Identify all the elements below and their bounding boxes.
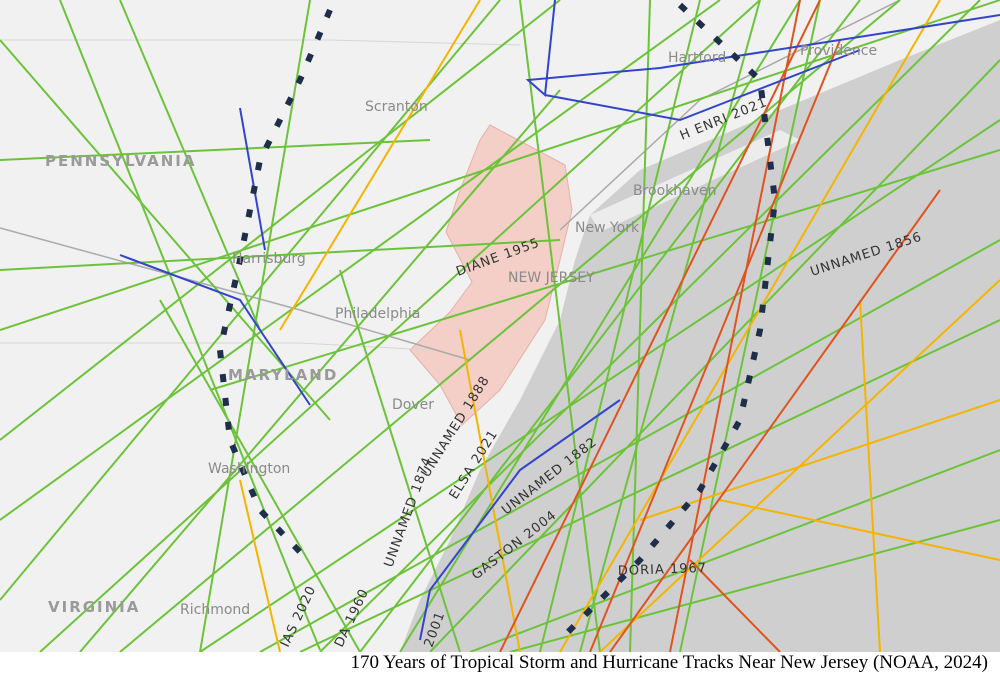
- place-label: MARYLAND: [228, 366, 338, 384]
- red-tracks: [499, 0, 941, 653]
- place-label: Hartford: [668, 50, 726, 66]
- map: PENNSYLVANIA Scranton Harrisburg Philade…: [0, 0, 1000, 653]
- place-label: VIRGINIA: [48, 598, 140, 616]
- place-label: Philadelphia: [335, 306, 420, 322]
- place-label: Richmond: [180, 602, 250, 618]
- border: [0, 342, 431, 351]
- place-label: Scranton: [365, 99, 428, 115]
- green-tracks: [0, 0, 1000, 653]
- place-label: Dover: [392, 397, 434, 413]
- orange-tracks: [239, 0, 1000, 653]
- place-label: New York: [575, 220, 640, 236]
- place-label: PENNSYLVANIA: [45, 152, 196, 170]
- dashed-track: [216, 8, 333, 555]
- caption: 170 Years of Tropical Storm and Hurrican…: [350, 652, 988, 673]
- place-label: Harrisburg: [232, 251, 306, 267]
- place-label: Washington: [208, 461, 290, 477]
- long-island: [590, 130, 800, 232]
- ocean: [400, 20, 1000, 652]
- border: [0, 39, 521, 46]
- place-label: NEW JERSEY: [508, 270, 595, 286]
- place-label: Providence: [800, 43, 877, 59]
- storm-label: DORIA 1967: [618, 561, 708, 579]
- road: [0, 227, 471, 361]
- blue-tracks: [119, 0, 1000, 641]
- place-label: Brookhaven: [633, 183, 717, 199]
